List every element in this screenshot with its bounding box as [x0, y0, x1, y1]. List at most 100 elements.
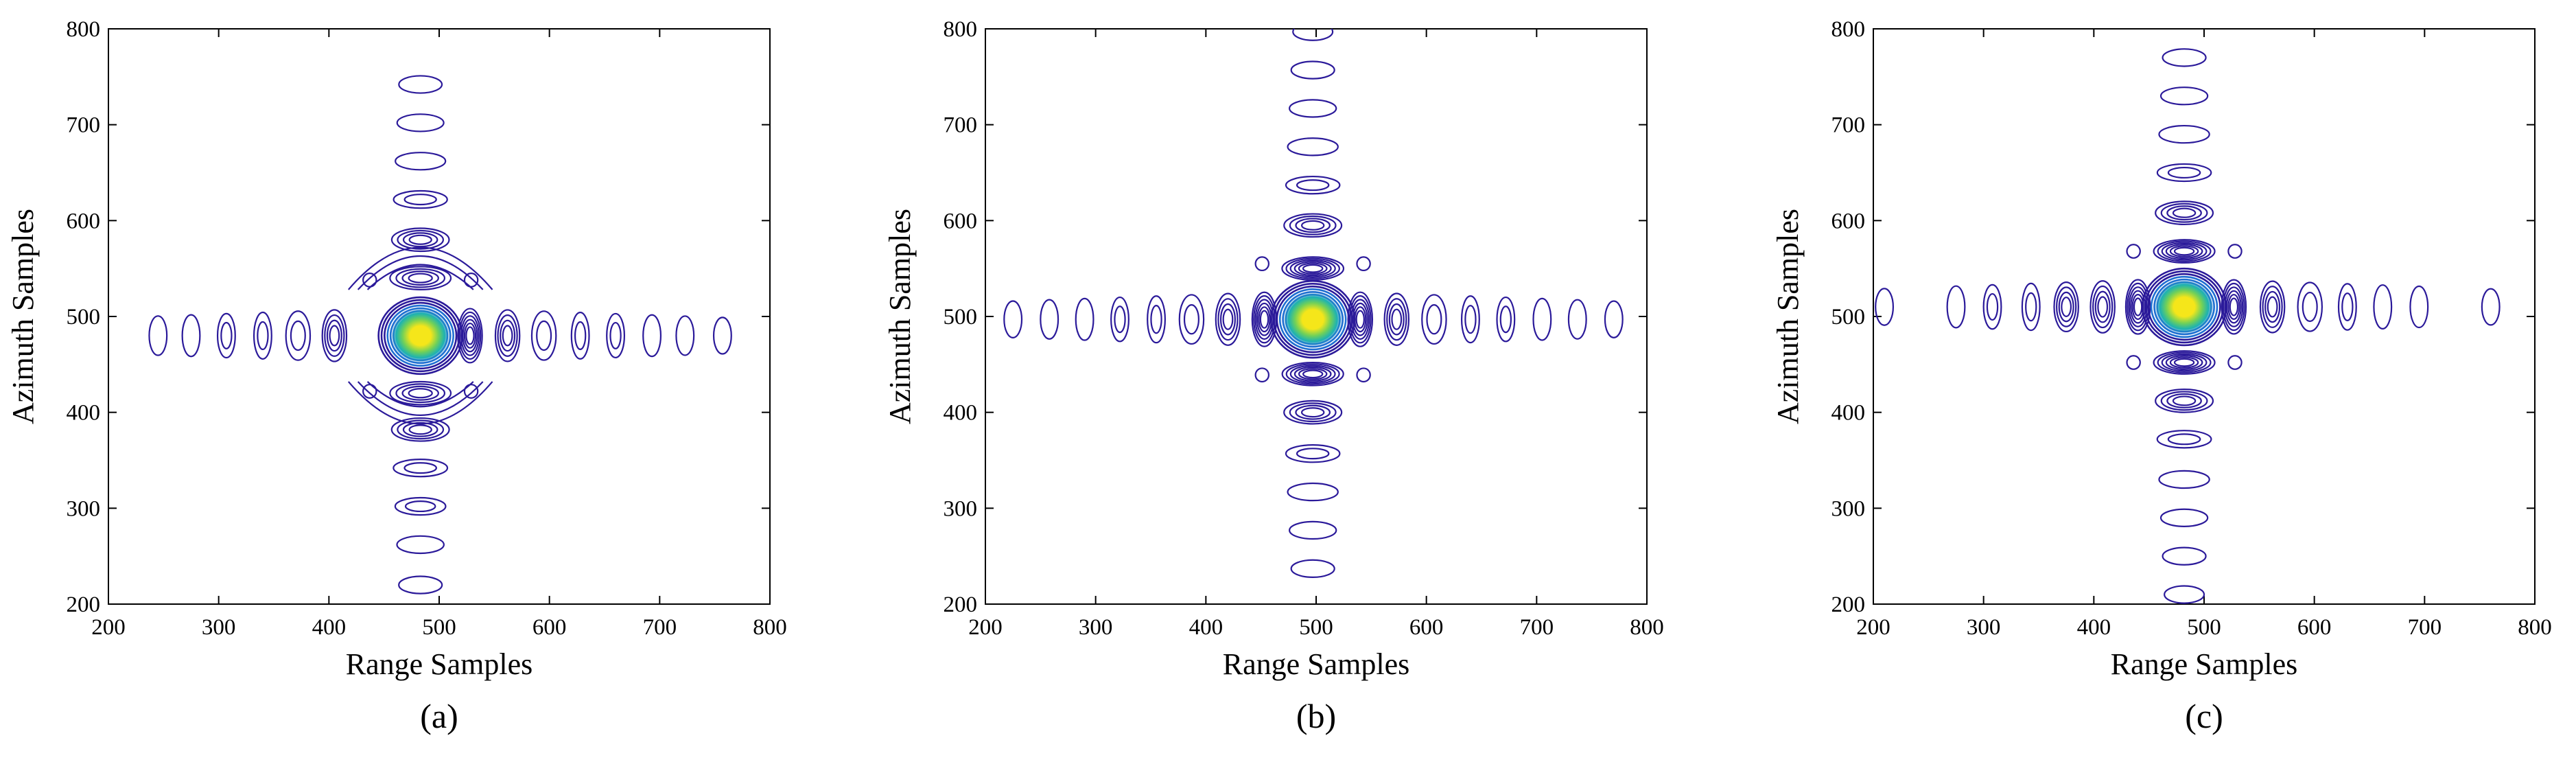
range-sidelobe — [1003, 300, 1023, 338]
wing-contour — [347, 246, 493, 425]
y-tick-label: 200 — [67, 592, 101, 617]
range-sidelobe — [1391, 308, 1403, 330]
range-sidelobe — [2133, 297, 2143, 316]
range-sidelobe — [2259, 280, 2286, 334]
azimuth-sidelobe — [1302, 264, 1324, 273]
range-sidelobe — [536, 320, 552, 351]
azimuth-sidelobe — [1285, 257, 1340, 279]
azimuth-sidelobe — [2160, 391, 2208, 411]
range-sidelobe — [216, 312, 236, 359]
azimuth-sidelobe — [1293, 261, 1332, 277]
subplot-caption: (a) — [420, 697, 458, 735]
range-sidelobe — [1150, 305, 1162, 334]
x-tick-label: 200 — [91, 615, 126, 640]
range-sidelobe — [2337, 283, 2357, 331]
azimuth-sidelobe — [1290, 559, 1335, 578]
range-sidelobe — [1352, 302, 1368, 336]
range-sidelobe — [2262, 286, 2283, 328]
x-tick-label: 200 — [1856, 615, 1890, 640]
range-sidelobe — [2124, 279, 2151, 335]
x-tick-label: 600 — [1409, 615, 1444, 640]
x-tick-label: 700 — [1520, 615, 1554, 640]
diagonal-sidelobe — [1254, 367, 1270, 383]
x-tick-label: 300 — [1967, 615, 2001, 640]
azimuth-sidelobe — [398, 75, 443, 94]
range-sidelobe — [2267, 296, 2278, 318]
azimuth-sidelobe — [1296, 448, 1330, 460]
subplot-caption: (b) — [1296, 697, 1336, 735]
peak-core — [390, 308, 451, 364]
range-sidelobe — [2481, 288, 2501, 326]
range-sidelobe — [2089, 280, 2116, 334]
y-tick-label: 800 — [67, 17, 101, 42]
azimuth-sidelobe — [1289, 215, 1337, 235]
x-tick-label: 800 — [753, 615, 787, 640]
range-sidelobe — [712, 316, 732, 355]
range-sidelobe — [2131, 294, 2144, 321]
contour-layer — [1875, 48, 2501, 604]
azimuth-sidelobe — [2166, 205, 2202, 221]
y-tick-label: 200 — [1831, 592, 1866, 617]
range-sidelobe — [326, 319, 342, 352]
azimuth-sidelobe — [1287, 137, 1339, 157]
azimuth-sidelobe — [2162, 546, 2207, 566]
range-sidelobe — [2128, 286, 2148, 327]
azimuth-sidelobe — [2169, 356, 2199, 369]
diagonal-sidelobe — [2126, 355, 2141, 370]
azimuth-sidelobe — [2153, 350, 2216, 375]
y-axis-label: Azimuth Samples — [883, 209, 917, 424]
range-sidelobe — [329, 325, 340, 347]
range-sidelobe — [1386, 298, 1407, 341]
y-axis-label: Azimuth Samples — [6, 209, 40, 424]
azimuth-sidelobe — [403, 462, 437, 474]
range-sidelobe — [460, 315, 480, 356]
azimuth-sidelobe — [2159, 508, 2209, 527]
azimuth-sidelobe — [395, 268, 446, 288]
range-sidelobe — [642, 314, 662, 358]
azimuth-sidelobe — [1290, 60, 1335, 80]
azimuth-sidelobe — [408, 388, 433, 399]
mainlobe-contour — [386, 304, 454, 367]
azimuth-sidelobe — [2167, 166, 2201, 179]
x-tick-label: 300 — [1079, 615, 1113, 640]
range-sidelobe — [2221, 279, 2247, 335]
range-sidelobe — [1178, 294, 1205, 345]
mainlobe-contour — [384, 301, 458, 370]
mainlobe-contour — [2147, 273, 2221, 341]
mainlobe-contour — [1273, 283, 1353, 356]
azimuth-sidelobe — [396, 113, 445, 132]
range-sidelobe — [2409, 285, 2429, 329]
range-sidelobe — [1147, 295, 1166, 344]
azimuth-sidelobe — [2159, 86, 2209, 106]
peak-core — [2154, 279, 2215, 335]
range-sidelobe — [2341, 292, 2354, 321]
azimuth-sidelobe — [393, 459, 449, 478]
azimuth-sidelobe — [2166, 393, 2202, 408]
range-sidelobe — [530, 310, 557, 361]
azimuth-sidelobe — [1289, 520, 1337, 540]
diagonal-sidelobe — [2227, 244, 2243, 259]
x-tick-label: 500 — [1299, 615, 1333, 640]
range-sidelobe — [1986, 292, 1999, 321]
azimuth-sidelobe — [1287, 482, 1339, 502]
range-sidelobe — [2264, 290, 2281, 323]
x-tick-label: 300 — [202, 615, 236, 640]
azimuth-sidelobe — [393, 189, 448, 209]
range-sidelobe — [2097, 296, 2109, 318]
range-sidelobe — [321, 309, 348, 362]
range-sidelobe — [1496, 296, 1516, 343]
range-sidelobe — [2061, 297, 2072, 317]
range-sidelobe — [463, 322, 477, 349]
range-sidelobe — [1532, 297, 1552, 341]
range-sidelobe — [2224, 286, 2244, 327]
diagonal-sidelobe — [1356, 256, 1371, 272]
azimuth-sidelobe — [1289, 365, 1336, 384]
azimuth-sidelobe — [2172, 395, 2197, 406]
azimuth-sidelobe — [394, 496, 447, 516]
y-tick-label: 400 — [67, 401, 101, 426]
azimuth-sidelobe — [1281, 361, 1344, 386]
range-sidelobe — [2227, 294, 2240, 320]
x-tick-label: 400 — [2077, 615, 2111, 640]
diagonal-sidelobe — [362, 273, 377, 288]
range-sidelobe — [1219, 303, 1236, 336]
